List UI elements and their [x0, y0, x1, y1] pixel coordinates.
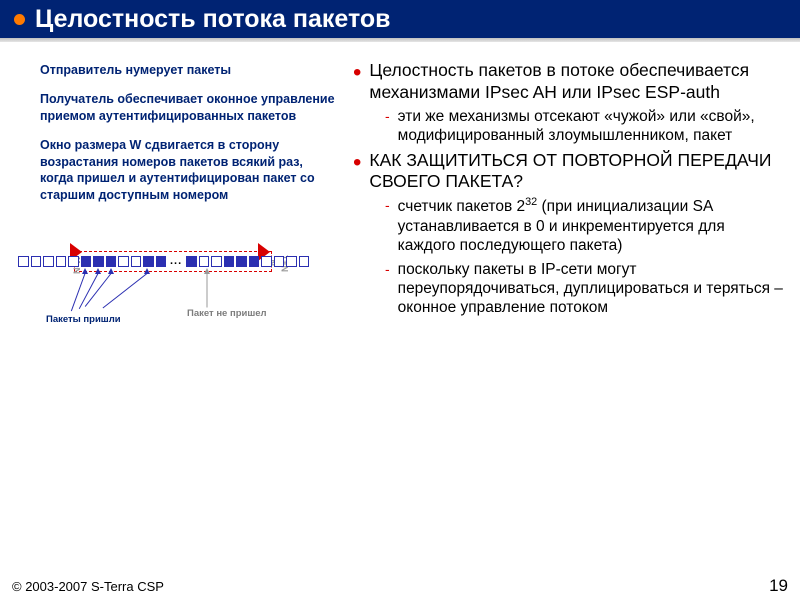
pkt-empty — [118, 256, 129, 267]
pkt-filled — [224, 256, 235, 267]
slide-header: Целостность потока пакетов — [0, 0, 800, 38]
dash-icon: - — [385, 108, 390, 146]
pkt-empty — [18, 256, 29, 267]
bullet-2-text: КАК ЗАЩИТИТЬСЯ ОТ ПОВТОРНОЙ ПЕРЕДАЧИ СВО… — [369, 150, 784, 194]
subbullet-2-2: - поскольку пакеты в IP-сети могут переу… — [385, 260, 784, 318]
pkt-filled — [143, 256, 154, 267]
sliding-window-diagram: N-W N N+1 ... — [12, 216, 312, 336]
header-gradient-stripe — [0, 38, 800, 42]
bullet-2: • КАК ЗАЩИТИТЬСЯ ОТ ПОВТОРНОЙ ПЕРЕДАЧИ С… — [353, 150, 784, 194]
bullet-dot-icon: • — [353, 152, 361, 194]
pkt-filled — [236, 256, 247, 267]
pkt-empty — [286, 256, 297, 267]
pkt-empty — [131, 256, 142, 267]
subbullet-1-1-text: эти же механизмы отсекают «чужой» или «с… — [398, 107, 784, 146]
slide-content: Отправитель нумерует пакеты Получатель о… — [0, 46, 800, 576]
packet-strip: ... — [18, 256, 309, 267]
left-para-1: Отправитель нумерует пакеты — [40, 62, 335, 79]
right-column: • Целостность пакетов в потоке обеспечив… — [345, 46, 800, 576]
subbullet-1-1: - эти же механизмы отсекают «чужой» или … — [385, 107, 784, 146]
arrow-line-grey — [207, 274, 208, 308]
sub-2-1-pre: счетчик пакетов 2 — [398, 198, 525, 215]
label-arrived: Пакеты пришли — [46, 314, 121, 325]
left-para-2: Получатель обеспечивает оконное управлен… — [40, 91, 335, 125]
pkt-empty — [199, 256, 210, 267]
arrow-line — [71, 273, 86, 311]
pkt-empty — [299, 256, 310, 267]
arrow-line — [103, 273, 148, 308]
ellipsis: ... — [168, 256, 184, 267]
pkt-filled — [81, 256, 92, 267]
label-not-arrived: Пакет не пришел — [187, 308, 267, 319]
subbullet-2-1-text: счетчик пакетов 232 (при инициализации S… — [398, 196, 784, 255]
sub-2-1-sup: 32 — [525, 196, 537, 208]
pkt-filled — [249, 256, 260, 267]
slide-footer: © 2003-2007 S-Terra CSP 19 — [0, 576, 800, 596]
pkt-empty — [43, 256, 54, 267]
pkt-filled — [106, 256, 117, 267]
pkt-empty — [261, 256, 272, 267]
pkt-empty — [68, 256, 79, 267]
header-bullet-icon — [14, 14, 25, 25]
subbullet-2-2-text: поскольку пакеты в IP-сети могут переупо… — [398, 260, 784, 318]
pkt-empty — [56, 256, 67, 267]
pkt-filled — [93, 256, 104, 267]
pkt-empty — [211, 256, 222, 267]
pkt-filled — [186, 256, 197, 267]
slide-title: Целостность потока пакетов — [35, 5, 391, 34]
copyright-text: © 2003-2007 S-Terra CSP — [12, 579, 164, 594]
dash-icon: - — [385, 197, 390, 255]
bullet-dot-icon: • — [353, 62, 361, 104]
bullet-1: • Целостность пакетов в потоке обеспечив… — [353, 60, 784, 104]
subbullet-2-1: - счетчик пакетов 232 (при инициализации… — [385, 196, 784, 255]
pkt-filled — [156, 256, 167, 267]
left-column: Отправитель нумерует пакеты Получатель о… — [0, 46, 345, 576]
dash-icon: - — [385, 261, 390, 318]
pkt-empty — [31, 256, 42, 267]
left-para-3: Окно размера W сдвигается в сторону возр… — [40, 137, 335, 205]
bullet-1-text: Целостность пакетов в потоке обеспечивае… — [369, 60, 784, 104]
pkt-empty — [274, 256, 285, 267]
page-number: 19 — [769, 576, 788, 596]
